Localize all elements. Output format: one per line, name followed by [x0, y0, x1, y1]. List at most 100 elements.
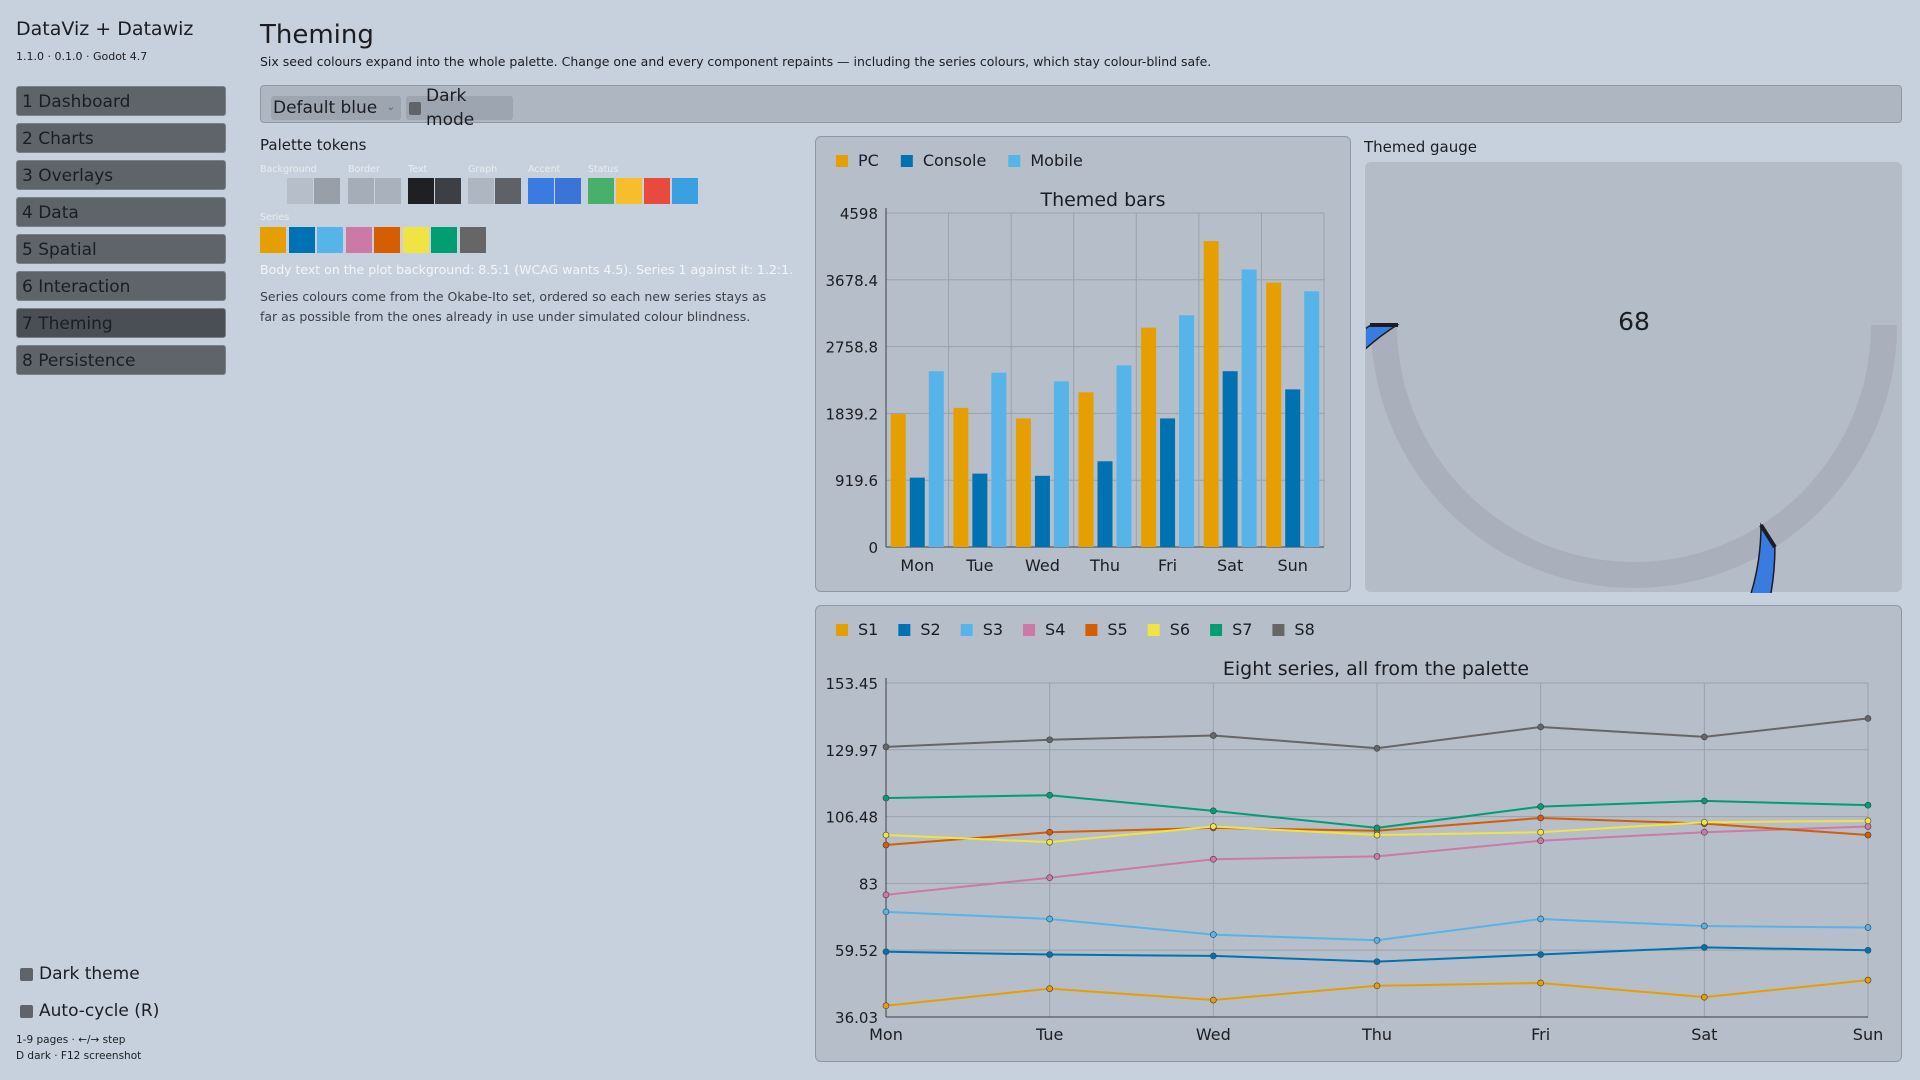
data-point	[1373, 744, 1381, 752]
series-swatch	[374, 227, 400, 253]
data-point	[882, 948, 890, 955]
sidebar-item-label: 6 Interaction	[22, 277, 131, 297]
data-point	[1046, 915, 1053, 923]
sidebar-item-overlays[interactable]: 3 Overlays	[16, 160, 226, 190]
data-point	[1210, 996, 1217, 1004]
dark-mode-toggle[interactable]: Dark mode	[406, 86, 513, 130]
legend-label: Console	[923, 151, 987, 170]
data-point	[1537, 814, 1544, 822]
data-point	[882, 831, 890, 839]
y-tick-label: 106.48	[826, 809, 879, 827]
bar	[1078, 392, 1094, 547]
accent-swatch	[555, 178, 581, 204]
y-tick-label: 59.52	[835, 942, 878, 960]
data-point	[1373, 824, 1381, 832]
series-swatch	[288, 227, 315, 253]
accent-swatch	[528, 178, 554, 204]
sidebar-item-theming[interactable]: 7 Theming	[16, 308, 226, 338]
data-point	[1864, 801, 1872, 809]
data-point	[1701, 797, 1708, 805]
series-swatch	[431, 227, 457, 253]
sidebar-item-interaction[interactable]: 6 Interaction	[16, 271, 226, 301]
series-token-label: Series	[260, 212, 290, 223]
legend-label: S1	[858, 620, 878, 639]
y-tick-label: 919.6	[835, 472, 878, 490]
x-tick-label: Thu	[1089, 556, 1120, 575]
bar-chart-panel: PC Console Mobile Themed bars 0 919.6 1839.2 27…	[815, 136, 1351, 592]
gauge: 68	[1248, 307, 1897, 811]
sidebar-item-label: 5 Spatial	[22, 240, 97, 260]
y-tick-label: 0	[868, 539, 878, 557]
y-tick-label: 4598	[840, 205, 878, 223]
sidebar-item-label: 1 Dashboard	[22, 92, 131, 112]
legend-swatch	[1210, 624, 1223, 636]
sidebar-item-charts[interactable]: 2 Charts	[16, 123, 226, 153]
palette-title: Palette tokens	[260, 136, 367, 154]
sidebar-item-spatial[interactable]: 5 Spatial	[16, 234, 226, 264]
auto-cycle-checkbox[interactable]: Auto-cycle (R)	[20, 1001, 159, 1021]
data-point	[1537, 837, 1544, 845]
legend-swatch	[960, 624, 973, 636]
x-tick-label: Sat	[1217, 556, 1243, 575]
dark-theme-checkbox[interactable]: Dark theme	[20, 964, 140, 984]
data-point	[1864, 817, 1872, 825]
bar	[1203, 241, 1219, 547]
y-tick-label: 1839.2	[826, 405, 879, 423]
data-point	[1210, 931, 1217, 938]
data-point	[1701, 733, 1708, 741]
sidebar-item-data[interactable]: 4 Data	[16, 197, 226, 227]
series-swatch	[260, 227, 286, 253]
text-swatch	[408, 178, 434, 204]
bar	[972, 473, 988, 547]
bar	[1179, 315, 1195, 547]
token-group-label: Text	[408, 164, 428, 175]
x-tick-label: Sun	[1853, 1025, 1883, 1044]
data-point	[882, 891, 890, 899]
background-swatch	[260, 178, 286, 204]
data-point	[882, 841, 890, 849]
data-point	[1210, 855, 1217, 863]
legend-label: S2	[920, 620, 940, 639]
checkbox-box	[20, 967, 33, 981]
border-swatch	[375, 178, 401, 204]
dark-theme-label: Dark theme	[39, 964, 140, 984]
toolbar: Default blue ⌄ Dark mode	[260, 85, 1902, 130]
theme-preset-select[interactable]: Default blue ⌄	[271, 96, 401, 120]
graph-swatch	[495, 178, 521, 204]
legend-label: S3	[983, 620, 1003, 639]
data-point	[1537, 828, 1544, 836]
data-point	[882, 1002, 890, 1010]
data-point	[1210, 807, 1217, 815]
auto-cycle-label: Auto-cycle (R)	[39, 1001, 160, 1021]
legend-swatch	[898, 624, 911, 636]
keyboard-hint: D dark · F12 screenshot	[16, 1050, 142, 1062]
legend-label: S8	[1294, 620, 1314, 639]
legend-swatch	[836, 155, 848, 167]
data-point	[1537, 915, 1544, 923]
data-point	[1046, 985, 1053, 992]
data-point	[1046, 838, 1053, 846]
x-tick-label: Tue	[965, 556, 993, 575]
y-tick-label: 83	[859, 875, 878, 893]
page-title: Theming	[260, 20, 374, 50]
gauge-end-cap	[1759, 524, 1777, 549]
x-tick-label: Sun	[1277, 556, 1307, 575]
x-tick-label: Mon	[900, 556, 934, 575]
bar	[1015, 418, 1031, 547]
data-point	[882, 794, 890, 802]
line-chart-panel: S1 S2 S3 S4 S5 S6 S7 S8 Eight series, all from t…	[815, 605, 1902, 1062]
sidebar-item-persistence[interactable]: 8 Persistence	[16, 345, 226, 375]
background-swatch	[314, 178, 340, 204]
text-swatch	[435, 178, 461, 204]
legend-swatch	[836, 624, 848, 636]
bar	[1285, 389, 1301, 547]
dark-mode-label: Dark mode	[426, 86, 475, 130]
data-point	[1537, 723, 1544, 731]
bar	[890, 414, 906, 547]
bar	[1053, 381, 1069, 547]
sidebar-item-label: 4 Data	[22, 203, 79, 223]
bar	[991, 372, 1007, 547]
data-point	[1701, 922, 1708, 930]
x-tick-label: Fri	[1158, 556, 1177, 575]
sidebar-item-dashboard[interactable]: 1 Dashboard	[16, 86, 226, 116]
